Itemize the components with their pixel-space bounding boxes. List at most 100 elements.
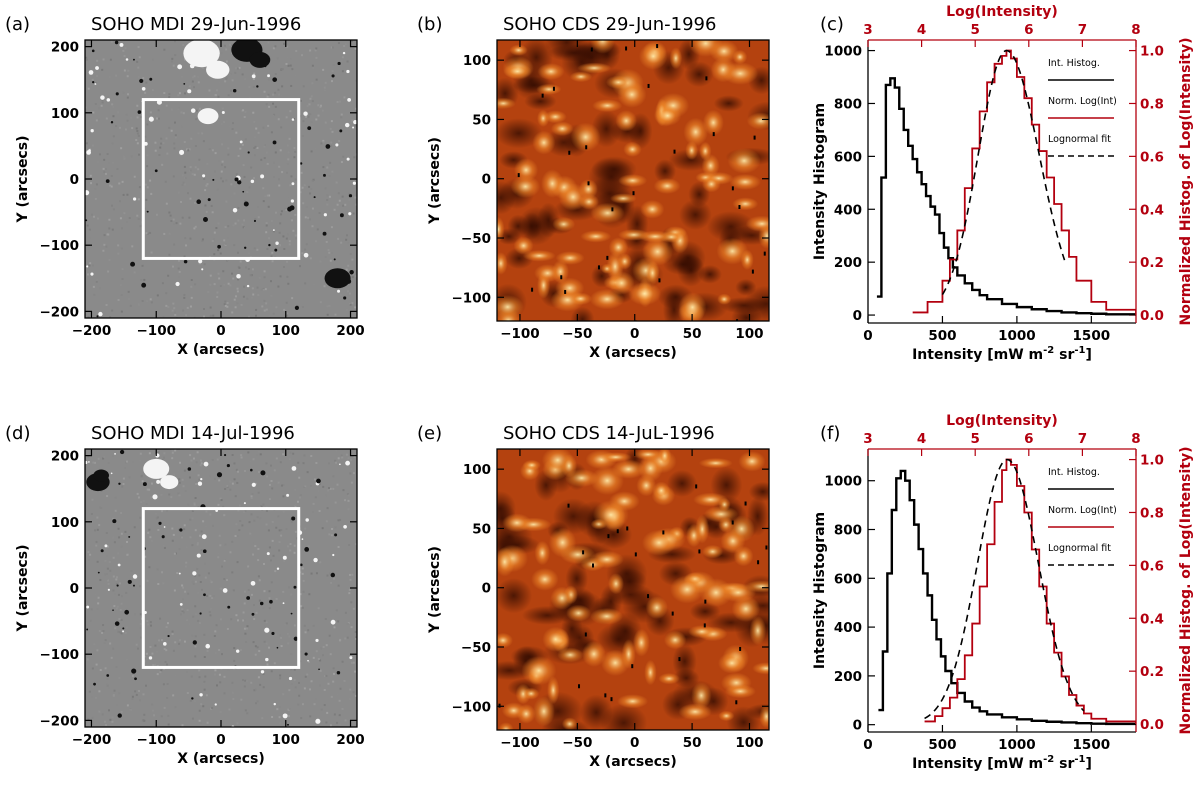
magnetogram-noise bbox=[185, 148, 188, 151]
magnetogram-noise bbox=[331, 662, 334, 665]
magnetogram-noise bbox=[147, 623, 150, 626]
magnetogram-noise bbox=[196, 451, 199, 454]
magnetogram-noise bbox=[205, 525, 208, 528]
bright-network bbox=[749, 615, 767, 646]
negative-flux bbox=[336, 670, 341, 675]
magnetogram-noise bbox=[224, 487, 227, 490]
magnetogram-noise bbox=[168, 232, 171, 235]
magnetogram-noise bbox=[205, 694, 208, 697]
magnetogram-noise bbox=[172, 218, 175, 221]
magnetogram-noise bbox=[145, 503, 148, 506]
magnetogram-noise bbox=[218, 534, 221, 537]
magnetogram-noise bbox=[181, 724, 184, 727]
magnetogram-noise bbox=[125, 626, 128, 629]
negative-flux bbox=[260, 470, 266, 476]
magnetogram-noise bbox=[253, 604, 256, 607]
magnetogram-noise bbox=[196, 542, 199, 545]
negative-flux bbox=[307, 126, 312, 131]
magnetogram-noise bbox=[302, 579, 305, 582]
magnetogram-noise bbox=[127, 290, 130, 293]
positive-flux bbox=[288, 676, 293, 681]
magnetogram-noise bbox=[196, 567, 199, 570]
magnetogram-noise bbox=[286, 275, 289, 278]
magnetogram-noise bbox=[262, 503, 265, 506]
x-axis-label: X (arcsecs) bbox=[589, 345, 677, 361]
magnetogram-noise bbox=[322, 141, 325, 144]
magnetogram-noise bbox=[152, 664, 155, 667]
x-axis-label-part: Intensity [mW m bbox=[912, 347, 1043, 363]
magnetogram-noise bbox=[306, 673, 309, 676]
negative-flux bbox=[158, 521, 162, 525]
positive-flux bbox=[291, 182, 295, 186]
magnetogram-noise bbox=[223, 283, 226, 286]
magnetogram-noise bbox=[163, 232, 166, 235]
magnetogram-noise bbox=[190, 285, 193, 288]
dark-lane bbox=[570, 306, 595, 321]
magnetogram-noise bbox=[195, 109, 198, 112]
magnetogram-noise bbox=[219, 497, 222, 500]
magnetogram-noise bbox=[270, 581, 273, 584]
negative-flux bbox=[226, 464, 230, 468]
magnetogram-noise bbox=[209, 607, 212, 610]
negative-flux bbox=[244, 246, 247, 249]
magnetogram-noise bbox=[163, 706, 166, 709]
magnetogram-noise bbox=[87, 551, 90, 554]
magnetogram-noise bbox=[95, 280, 98, 283]
magnetogram-noise bbox=[264, 195, 267, 198]
positive-flux bbox=[163, 642, 167, 646]
magnetogram-noise bbox=[227, 237, 230, 240]
magnetogram-noise bbox=[334, 526, 337, 529]
magnetogram-noise bbox=[233, 647, 236, 650]
magnetogram-noise bbox=[236, 67, 239, 70]
bright-network bbox=[522, 459, 541, 471]
missing-pixel bbox=[704, 599, 707, 604]
magnetogram-noise bbox=[157, 583, 160, 586]
magnetogram-noise bbox=[319, 260, 322, 263]
magnetogram-noise bbox=[109, 184, 112, 187]
magnetogram-noise bbox=[232, 697, 235, 700]
bright-network bbox=[608, 573, 624, 595]
magnetogram-noise bbox=[188, 476, 191, 479]
magnetogram-noise bbox=[287, 158, 290, 161]
magnetogram-noise bbox=[224, 80, 227, 83]
magnetogram-noise bbox=[150, 192, 153, 195]
negative-flux bbox=[142, 482, 147, 487]
magnetogram-noise bbox=[166, 509, 169, 512]
magnetogram-noise bbox=[353, 455, 356, 458]
magnetogram-noise bbox=[96, 217, 99, 220]
bright-network bbox=[561, 717, 578, 730]
bright-network bbox=[685, 141, 699, 161]
negative-flux bbox=[130, 261, 136, 267]
magnetogram-noise bbox=[277, 515, 280, 518]
magnetogram-noise bbox=[120, 602, 123, 605]
magnetogram-noise bbox=[354, 47, 357, 50]
positive-flux bbox=[345, 460, 351, 466]
magnetogram-noise bbox=[257, 471, 260, 474]
bright-network bbox=[644, 659, 657, 686]
magnetogram-noise bbox=[169, 214, 172, 217]
magnetogram-noise bbox=[264, 288, 267, 291]
magnetogram-noise bbox=[121, 180, 124, 183]
magnetogram-noise bbox=[265, 509, 268, 512]
magnetogram-noise bbox=[338, 199, 341, 202]
magnetogram-noise bbox=[127, 93, 130, 96]
magnetogram-noise bbox=[177, 191, 180, 194]
magnetogram-noise bbox=[85, 106, 88, 109]
magnetogram-noise bbox=[174, 134, 177, 137]
magnetogram-noise bbox=[299, 496, 302, 499]
magnetogram-noise bbox=[341, 70, 344, 73]
magnetogram-noise bbox=[180, 200, 183, 203]
magnetogram-noise bbox=[136, 60, 139, 63]
bright-network bbox=[669, 47, 683, 70]
magnetogram-noise bbox=[226, 301, 229, 304]
positive-flux bbox=[339, 463, 341, 466]
magnetogram-noise bbox=[97, 107, 100, 110]
magnetogram-noise bbox=[184, 489, 187, 492]
magnetogram-noise bbox=[94, 187, 97, 190]
magnetogram-noise bbox=[340, 241, 343, 244]
magnetogram-noise bbox=[120, 294, 123, 297]
magnetogram-noise bbox=[325, 142, 328, 145]
magnetogram-noise bbox=[287, 282, 290, 285]
magnetogram-noise bbox=[178, 548, 181, 551]
magnetogram-noise bbox=[270, 464, 273, 467]
